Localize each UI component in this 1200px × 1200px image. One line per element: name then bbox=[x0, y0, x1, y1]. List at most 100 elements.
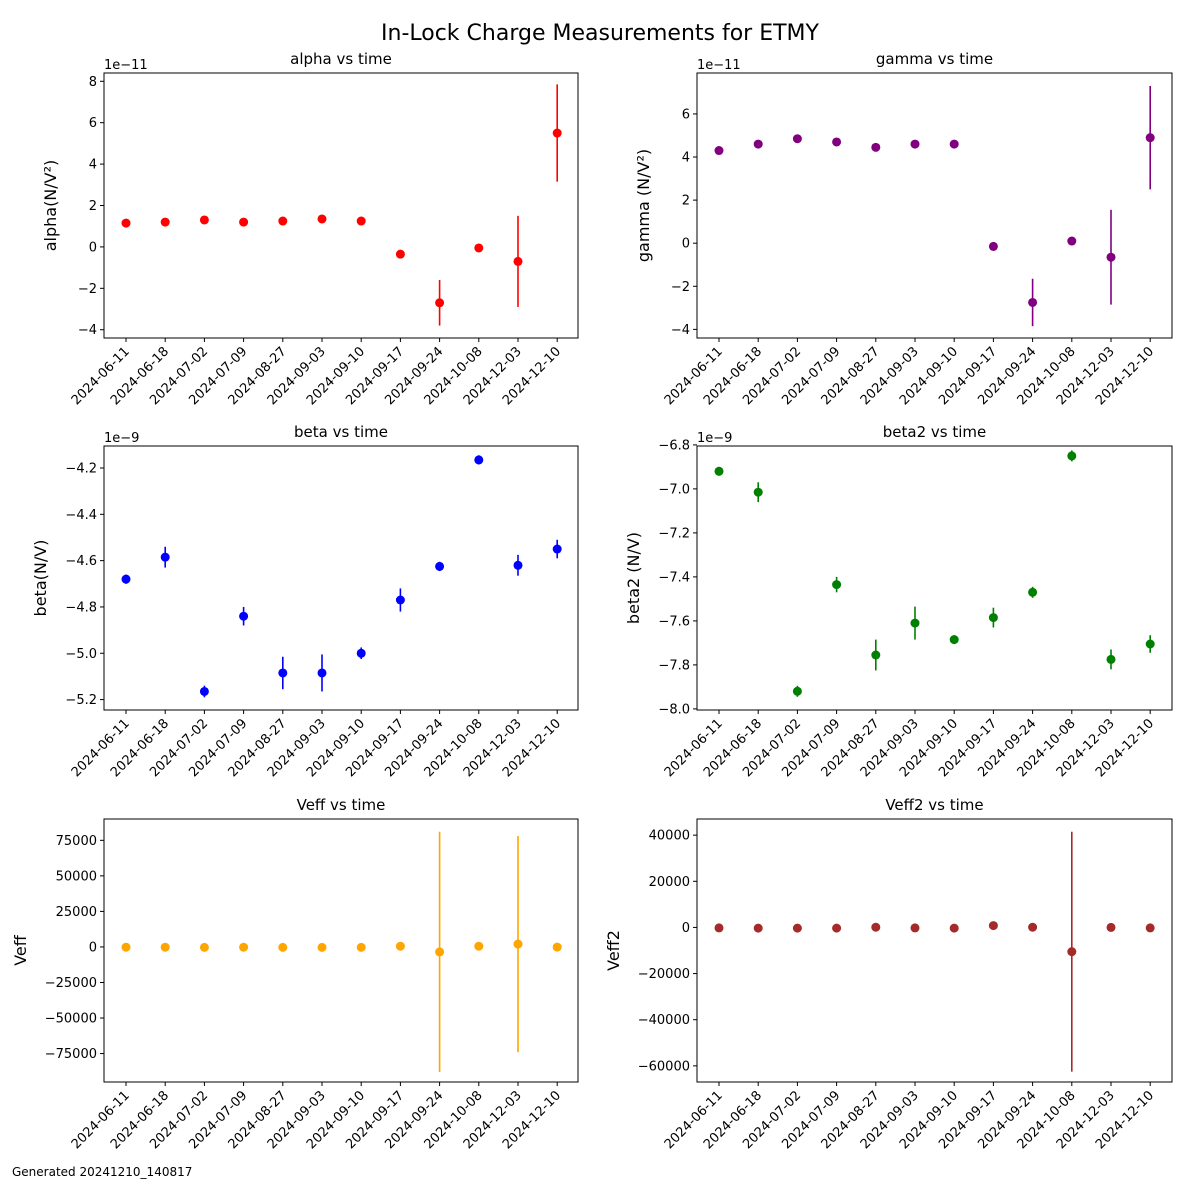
y-axis-label: Veff bbox=[11, 934, 30, 966]
data-point bbox=[435, 947, 445, 957]
data-point bbox=[513, 560, 523, 570]
data-point bbox=[317, 668, 327, 678]
data-point bbox=[1028, 297, 1038, 307]
data-point bbox=[910, 139, 920, 149]
axes-frame bbox=[103, 818, 579, 1083]
y-tick-label: 0 bbox=[682, 921, 690, 936]
y-tick-label: 4 bbox=[682, 151, 690, 166]
data-point bbox=[1067, 947, 1077, 957]
data-point bbox=[239, 217, 249, 227]
data-point bbox=[395, 595, 405, 605]
data-point bbox=[714, 146, 724, 156]
data-point bbox=[317, 942, 327, 952]
y-tick-label: 2 bbox=[89, 199, 97, 214]
data-point bbox=[792, 923, 802, 933]
axes-frame bbox=[103, 72, 579, 339]
y-axis-label: alpha(N/V²) bbox=[41, 160, 60, 252]
y-axis-label: beta2 (N/V) bbox=[624, 532, 643, 624]
data-point bbox=[474, 243, 484, 253]
data-point bbox=[160, 217, 170, 227]
data-point bbox=[395, 941, 405, 951]
data-point bbox=[160, 942, 170, 952]
y-tick-label: −4 bbox=[78, 323, 97, 338]
y-tick-label: −75000 bbox=[45, 1047, 97, 1062]
y-offset-label: 1e−9 bbox=[104, 431, 139, 446]
data-point bbox=[395, 249, 405, 259]
data-point bbox=[910, 923, 920, 933]
y-tick-label: −40000 bbox=[638, 1013, 690, 1028]
y-tick-label: −4.2 bbox=[65, 462, 97, 477]
y-tick-label: −2 bbox=[78, 282, 97, 297]
data-point bbox=[1028, 587, 1038, 597]
data-point bbox=[1067, 236, 1077, 246]
subplot-5: Veff vs time Veff −75000 −50000 −25000 0 25000… bbox=[11, 796, 579, 1152]
data-point bbox=[552, 544, 562, 554]
data-point bbox=[513, 256, 523, 266]
subplot-title: Veff2 vs time bbox=[885, 796, 983, 814]
y-tick-label: −7.4 bbox=[658, 570, 690, 585]
y-tick-label: 6 bbox=[89, 116, 97, 131]
data-point bbox=[832, 137, 842, 147]
axes-frame bbox=[696, 818, 1173, 1083]
data-point bbox=[199, 686, 209, 696]
data-point bbox=[513, 939, 523, 949]
data-point bbox=[1145, 639, 1155, 649]
data-point bbox=[988, 613, 998, 623]
y-axis-label: beta(N/V) bbox=[31, 540, 50, 617]
subplot-title: alpha vs time bbox=[290, 50, 392, 68]
y-tick-label: −4.8 bbox=[65, 600, 97, 615]
data-point bbox=[356, 216, 366, 226]
data-point bbox=[121, 574, 131, 584]
data-point bbox=[753, 923, 763, 933]
y-tick-label: 6 bbox=[682, 107, 690, 122]
data-point bbox=[317, 214, 327, 224]
data-point bbox=[910, 618, 920, 628]
y-tick-label: −7.2 bbox=[658, 526, 690, 541]
y-tick-label: 0 bbox=[682, 237, 690, 252]
subplot-title: beta2 vs time bbox=[883, 423, 986, 441]
data-point bbox=[871, 922, 881, 932]
y-tick-label: 2 bbox=[682, 194, 690, 209]
data-point bbox=[832, 580, 842, 590]
y-tick-label: −7.8 bbox=[658, 658, 690, 673]
axes-frame bbox=[696, 72, 1173, 339]
data-point bbox=[1145, 133, 1155, 143]
data-point bbox=[753, 487, 763, 497]
y-tick-label: 8 bbox=[89, 75, 97, 90]
data-point bbox=[988, 241, 998, 251]
data-point bbox=[239, 611, 249, 621]
y-tick-label: −7.0 bbox=[658, 482, 690, 497]
data-point bbox=[121, 942, 131, 952]
y-tick-label: 25000 bbox=[56, 905, 97, 920]
y-offset-label: 1e−11 bbox=[697, 58, 741, 73]
y-tick-label: −6.8 bbox=[658, 438, 690, 453]
y-tick-label: 0 bbox=[89, 940, 97, 955]
subplot-title: beta vs time bbox=[294, 423, 388, 441]
data-point bbox=[474, 455, 484, 465]
data-point bbox=[792, 134, 802, 144]
y-tick-label: 0 bbox=[89, 240, 97, 255]
y-tick-label: −50000 bbox=[45, 1012, 97, 1027]
data-point bbox=[552, 942, 562, 952]
y-tick-label: −8.0 bbox=[658, 702, 690, 717]
data-point bbox=[1145, 923, 1155, 933]
axes-frame bbox=[696, 445, 1173, 711]
data-point bbox=[1028, 922, 1038, 932]
data-point bbox=[988, 921, 998, 931]
y-tick-label: −7.6 bbox=[658, 614, 690, 629]
data-point bbox=[1106, 252, 1116, 262]
data-point bbox=[714, 923, 724, 933]
figure-title: In-Lock Charge Measurements for ETMY bbox=[381, 21, 819, 46]
data-point bbox=[199, 942, 209, 952]
subplot-3: beta vs time beta(N/V) 1e−9 −5.2 −5.0 −4.8 −4.… bbox=[31, 423, 579, 780]
data-point bbox=[474, 941, 484, 951]
y-tick-label: −60000 bbox=[638, 1059, 690, 1074]
data-point bbox=[121, 218, 131, 228]
data-point bbox=[356, 942, 366, 952]
subplot-title: gamma vs time bbox=[876, 50, 993, 68]
generated-footer: Generated 20241210_140817 bbox=[12, 1165, 193, 1179]
data-point bbox=[792, 686, 802, 696]
y-tick-label: 50000 bbox=[56, 869, 97, 884]
